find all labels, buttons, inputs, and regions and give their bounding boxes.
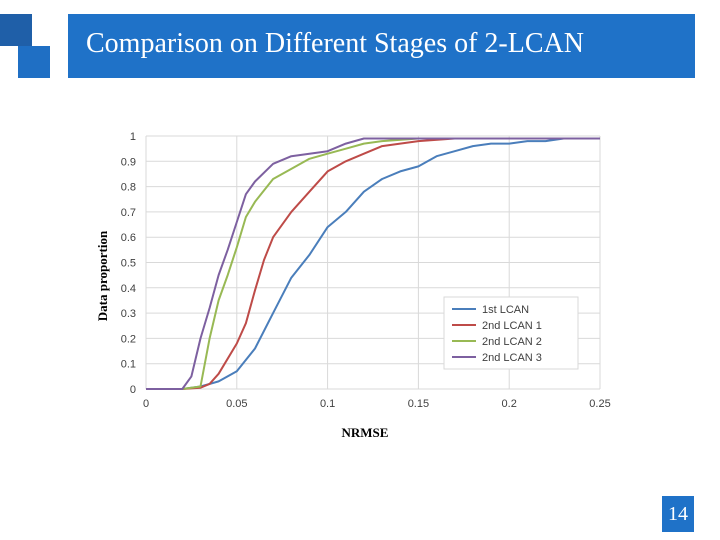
legend-label: 2nd LCAN 3 — [482, 352, 542, 364]
decorative-square-top — [0, 14, 32, 46]
legend: 1st LCAN 2nd LCAN 1 2nd LCAN 2 2nd LCAN 3 — [443, 296, 579, 370]
y-tick-label: 0.6 — [121, 232, 136, 244]
y-tick-label: 0.3 — [121, 308, 136, 320]
x-tick-label: 0.1 — [320, 398, 335, 410]
x-tick-label: 0 — [143, 398, 149, 410]
series-line-2nd-lcan-2 — [146, 137, 600, 390]
line-chart: 0 0.1 0.2 0.3 0.4 0.5 0.6 0.7 0.8 0.9 1 0 0.05 0.1 0.… — [95, 131, 611, 440]
y-tick-label: 0.8 — [121, 182, 136, 194]
y-tick-label: 0.2 — [121, 333, 136, 345]
y-tick-label: 0.5 — [121, 258, 136, 270]
legend-label: 2nd LCAN 2 — [482, 336, 542, 348]
page-number: 14 — [662, 496, 694, 532]
y-tick-label: 0.1 — [121, 359, 136, 371]
y-tick-label: 0 — [130, 384, 136, 396]
series-line-1st-lcan — [146, 137, 600, 390]
y-tick-label: 0.7 — [121, 207, 136, 219]
x-tick-labels: 0 0.05 0.1 0.15 0.2 0.25 — [143, 398, 611, 410]
y-tick-label: 0.9 — [121, 156, 136, 168]
series-line-2nd-lcan-1 — [146, 137, 600, 390]
y-tick-label: 0.4 — [121, 283, 136, 295]
y-tick-label: 1 — [130, 131, 136, 143]
series-line-2nd-lcan-3 — [146, 137, 600, 390]
x-tick-label: 0.25 — [589, 398, 610, 410]
decorative-square-bottom — [18, 46, 50, 78]
x-axis-label: NRMSE — [342, 425, 389, 440]
legend-label: 1st LCAN — [482, 304, 529, 316]
slide-title: Comparison on Different Stages of 2-LCAN — [86, 28, 584, 59]
x-tick-label: 0.05 — [226, 398, 247, 410]
y-tick-labels: 0 0.1 0.2 0.3 0.4 0.5 0.6 0.7 0.8 0.9 1 — [121, 131, 136, 396]
legend-label: 2nd LCAN 1 — [482, 320, 542, 332]
title-bar: Comparison on Different Stages of 2-LCAN — [68, 14, 695, 78]
x-tick-label: 0.15 — [408, 398, 429, 410]
series-lines — [146, 137, 600, 390]
grid-lines — [145, 135, 601, 390]
y-axis-label: Data proportion — [95, 230, 110, 321]
x-tick-label: 0.2 — [502, 398, 517, 410]
